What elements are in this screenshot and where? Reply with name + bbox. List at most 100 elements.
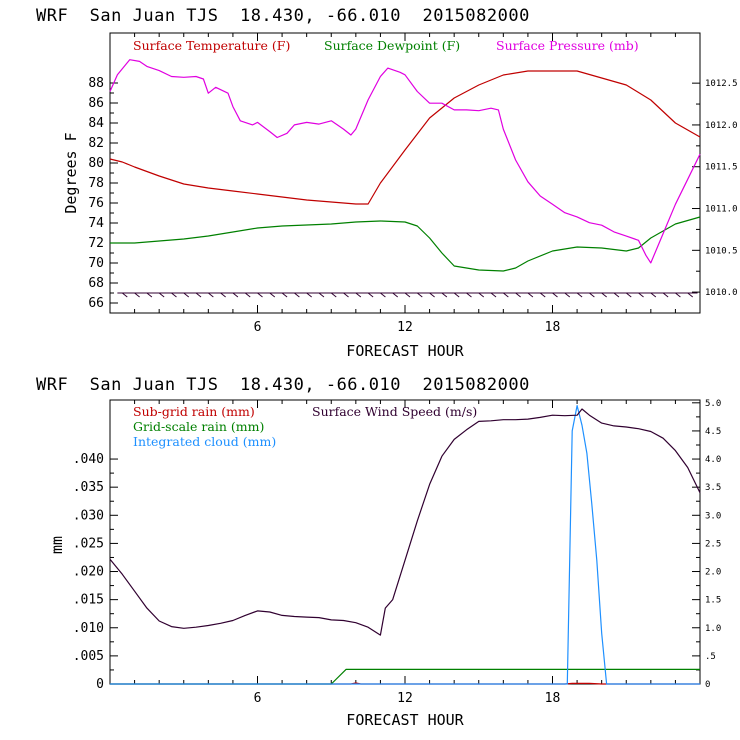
wind-barb xyxy=(269,292,276,298)
wind-barb xyxy=(441,292,448,298)
chart-2-legend-subgrid-rain: Sub-grid rain (mm) xyxy=(133,404,255,419)
wind-barb xyxy=(306,292,312,298)
wind-barb xyxy=(158,292,165,298)
y-tick-label: .020 xyxy=(73,565,104,580)
x-tick-label: 6 xyxy=(254,691,262,706)
y-tick-label: 76 xyxy=(88,196,104,211)
y-tick-label: 66 xyxy=(88,296,104,311)
wind-barb xyxy=(638,292,644,298)
chart-1-legend-pressure: Surface Pressure (mb) xyxy=(496,38,639,53)
y2-tick-label: 2.0 xyxy=(705,568,721,578)
x-tick-label: 12 xyxy=(397,691,413,706)
wind-barb xyxy=(404,292,411,298)
wind-barb xyxy=(392,292,399,298)
wind-barb xyxy=(380,292,386,298)
wind-barb xyxy=(244,292,251,298)
y-tick-label: 80 xyxy=(88,156,104,171)
y-tick-label: 70 xyxy=(88,256,104,271)
wind-barb xyxy=(687,292,694,298)
series-line-surface-pressure-mb xyxy=(109,59,701,264)
y2-tick-label: 1011.0 xyxy=(705,205,738,215)
wind-barb xyxy=(429,292,435,298)
chart-1-legend-temperature: Surface Temperature (F) xyxy=(133,38,290,53)
y2-tick-label: 5.0 xyxy=(705,399,721,409)
wind-barb xyxy=(343,292,349,298)
chart-2-title: WRF San Juan TJS 18.430, -66.010 2015082… xyxy=(36,375,530,395)
wind-barb xyxy=(171,292,177,298)
y-tick-label: .010 xyxy=(73,621,104,636)
wind-barb xyxy=(121,292,128,298)
series-line-surface-dewpoint-f xyxy=(110,216,701,272)
wind-barb xyxy=(146,292,153,298)
y2-tick-label: 1010.0 xyxy=(705,288,738,298)
y-tick-label: 88 xyxy=(88,76,104,91)
wind-barb xyxy=(490,292,497,298)
wind-barb xyxy=(281,292,288,298)
y-tick-label: 74 xyxy=(88,216,104,231)
chart-2-y-axis-label: mm xyxy=(48,536,66,554)
wind-barb xyxy=(503,292,509,298)
chart-1-x-axis-label: FORECAST HOUR xyxy=(346,342,464,360)
wind-barb xyxy=(367,292,374,298)
wind-barb xyxy=(232,292,239,298)
y2-tick-label: .5 xyxy=(705,652,716,662)
wind-barb xyxy=(330,292,337,298)
x-tick-label: 6 xyxy=(254,320,262,335)
wind-barb xyxy=(613,292,620,298)
y-tick-label: 78 xyxy=(88,176,104,191)
wind-barb xyxy=(564,292,571,298)
wind-barb xyxy=(552,292,558,298)
y-tick-label: .015 xyxy=(73,593,104,608)
y-tick-label: .040 xyxy=(73,452,104,467)
wind-barb xyxy=(453,292,460,298)
series-line-surface-temperature-f xyxy=(109,70,701,205)
y2-tick-label: 4.0 xyxy=(705,455,721,465)
chart-1-y-axis-label: Degrees F xyxy=(62,132,80,213)
wind-barb xyxy=(576,292,583,298)
wind-barb xyxy=(662,292,669,298)
wind-barb xyxy=(601,292,607,298)
series-line-surface-wind-speed-m-s xyxy=(109,408,701,636)
y2-tick-label: 3.5 xyxy=(705,483,721,493)
y2-tick-label: 2.5 xyxy=(705,539,721,549)
chart-2-legend-wind-speed: Surface Wind Speed (m/s) xyxy=(312,404,477,419)
wind-barb xyxy=(257,292,263,298)
chart-2-legend-integrated-cloud: Integrated cloud (mm) xyxy=(133,434,276,449)
wind-barb xyxy=(527,292,534,298)
y-tick-label: 72 xyxy=(88,236,104,251)
y-tick-label: .025 xyxy=(73,536,104,551)
y-tick-label: 0 xyxy=(96,677,104,692)
y2-tick-label: 1012.5 xyxy=(705,79,738,89)
y-tick-label: 84 xyxy=(88,116,104,131)
x-tick-label: 18 xyxy=(545,320,561,335)
wind-barb xyxy=(208,292,214,298)
chart-1-title: WRF San Juan TJS 18.430, -66.010 2015082… xyxy=(36,6,530,26)
wind-barb xyxy=(195,292,202,298)
chart-2-x-axis-label: FORECAST HOUR xyxy=(346,711,464,729)
x-tick-label: 12 xyxy=(397,320,413,335)
y2-tick-label: 4.5 xyxy=(705,427,721,437)
wind-barb xyxy=(220,292,226,298)
wind-barb xyxy=(625,292,632,298)
chart-2-legend-grid-scale-rain: Grid-scale rain (mm) xyxy=(133,419,264,434)
chart-1-legend-dewpoint: Surface Dewpoint (F) xyxy=(324,38,460,53)
wind-barb xyxy=(539,292,546,298)
wind-barb xyxy=(294,292,300,298)
y2-tick-label: 1011.5 xyxy=(705,163,738,173)
wind-barb xyxy=(416,292,423,298)
y-tick-label: .030 xyxy=(73,508,104,523)
y-tick-label: .005 xyxy=(73,649,104,664)
wind-barb xyxy=(650,292,657,298)
y2-tick-label: 0 xyxy=(705,680,710,690)
x-tick-label: 18 xyxy=(545,691,561,706)
y2-tick-label: 1.5 xyxy=(705,596,721,606)
wind-barb xyxy=(589,292,595,298)
wind-barb xyxy=(675,292,681,298)
y-tick-label: .035 xyxy=(73,480,104,495)
y2-tick-label: 1012.0 xyxy=(705,121,738,131)
wind-barb xyxy=(318,292,325,298)
wind-barb xyxy=(355,292,362,298)
wind-barb xyxy=(466,292,472,298)
y2-tick-label: 3.0 xyxy=(705,511,721,521)
